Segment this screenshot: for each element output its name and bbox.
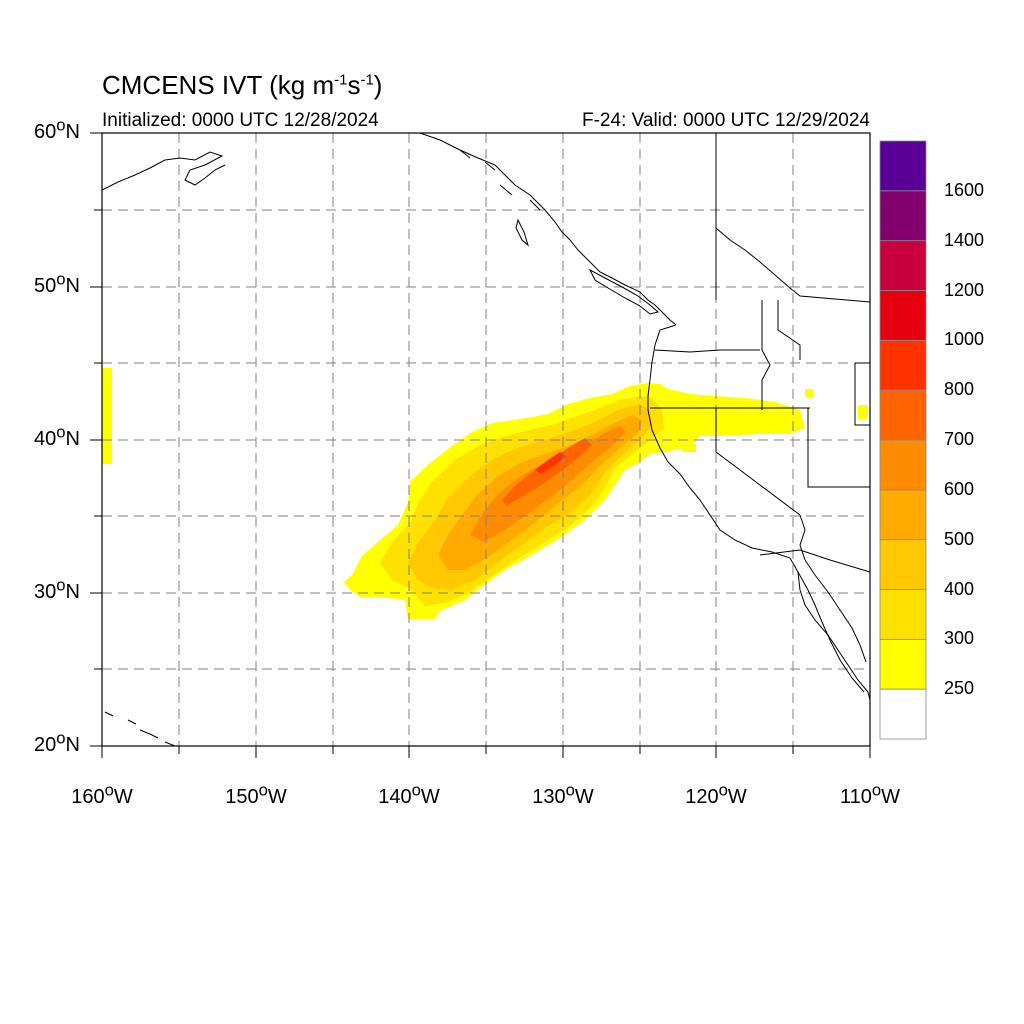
colorbar-box-2 [879, 589, 927, 640]
hawaii-islands [104, 711, 176, 746]
ivt-250-patch-2 [858, 405, 868, 419]
valid-time: F-24: Valid: 0000 UTC 12/29/2024 [582, 110, 870, 131]
map-title: CMCENS IVT (kg m-1s-1) [102, 70, 383, 100]
ivt-field [102, 368, 868, 619]
colorbar-label-300: 300 [944, 628, 975, 649]
colorbar-label-1000: 1000 [944, 329, 985, 350]
lon-label-130w: 130oW [532, 780, 594, 808]
west-coast [647, 324, 870, 701]
colorbar-box-4 [879, 489, 927, 540]
initialized-time: Initialized: 0000 UTC 12/28/2024 [102, 110, 379, 131]
nv-border [715, 408, 801, 516]
colorbar-box-5 [879, 439, 927, 491]
lat-label-60n: 60oN [34, 115, 80, 143]
axis-ticks [90, 132, 871, 758]
colorbar-label-600: 600 [944, 478, 975, 499]
mt-border [777, 300, 801, 360]
wa-or-border [654, 349, 760, 353]
colorbar-label-700: 700 [944, 429, 975, 449]
lat-label-20n: 20oN [34, 728, 80, 756]
lat-label-50n: 50oN [34, 269, 80, 297]
lon-label-140w: 140oW [378, 780, 440, 808]
bc-coast-islands [459, 149, 541, 211]
utah-border [807, 408, 870, 488]
colorbar-label-250: 250 [944, 678, 975, 699]
colorbar-label-400: 400 [944, 578, 975, 599]
ivt-600-region [470, 426, 626, 542]
wy-border [854, 362, 870, 426]
baja-peninsula [797, 571, 865, 693]
ivt-800-region [535, 452, 566, 474]
lat-lon-grid [102, 133, 870, 746]
political-borders [650, 133, 870, 573]
mexico-border [759, 549, 870, 573]
vancouver-island [588, 268, 660, 315]
ivt-250-patch-3 [682, 444, 696, 452]
colorbar-box-9 [879, 240, 927, 291]
ivt-250-west-patch [102, 368, 112, 464]
colorbar-box-3 [879, 539, 927, 590]
lon-label-120w: 120oW [685, 780, 747, 808]
colorbar-label-800: 800 [944, 379, 975, 400]
alaska-coast [102, 151, 226, 191]
colorbar-label-1400: 1400 [944, 229, 985, 250]
colorbar-box-0 [879, 688, 927, 740]
lat-label-30n: 30oN [34, 575, 80, 603]
coastlines [102, 133, 870, 746]
lat-label-40n: 40oN [34, 422, 80, 450]
lon-label-150w: 150oW [225, 780, 287, 808]
colorbar [879, 140, 927, 740]
us-canada-border [715, 133, 870, 303]
colorbar-label-1600: 1600 [944, 179, 985, 200]
colorbar-label-500: 500 [944, 528, 975, 549]
colorbar-box-8 [879, 290, 927, 341]
colorbar-box-11 [879, 140, 927, 192]
ca-az-border [799, 514, 806, 561]
colorbar-label-1200: 1200 [944, 279, 985, 300]
haida-gwaii [515, 218, 529, 247]
lon-label-160w: 160oW [71, 780, 133, 808]
colorbar-box-10 [879, 190, 927, 242]
colorbar-box-6 [879, 389, 927, 441]
idaho-border [761, 300, 771, 410]
alaska-panhandle [419, 133, 677, 326]
colorbar-box-1 [879, 638, 927, 690]
lon-label-110w: 110oW [839, 780, 901, 808]
ivt-250-patch-1 [805, 389, 813, 397]
ivt-700-region [502, 438, 592, 506]
colorbar-box-7 [879, 339, 927, 391]
gulf-of-california [804, 559, 867, 663]
